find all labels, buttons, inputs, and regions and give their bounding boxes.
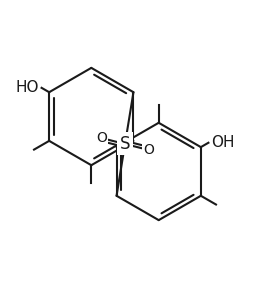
Text: HO: HO [16, 80, 39, 95]
Text: OH: OH [211, 135, 235, 150]
Text: S: S [120, 135, 130, 153]
Text: O: O [96, 131, 107, 145]
Text: O: O [143, 143, 154, 157]
